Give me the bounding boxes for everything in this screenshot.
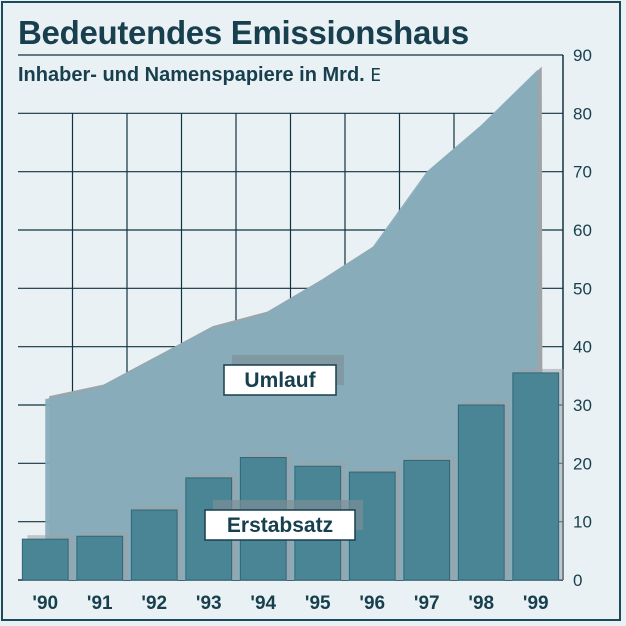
umlauf-label: Umlauf [244,369,316,392]
erstabsatz-bar-2 [130,509,178,581]
chart-title: Bedeutendes Emissionshaus [18,14,469,51]
x-tick-label: '92 [141,593,167,614]
chart-subtitle-text: Inhaber- und Namenspapiere in Mrd. [18,64,365,86]
erstabsatz-bar-8 [457,404,505,581]
x-tick-label: '98 [468,593,494,614]
y-tick-label: 40 [573,338,592,357]
y-tick-label: 80 [573,104,592,123]
chart-subtitle: Inhaber- und Namenspapiere in Mrd. E [18,64,381,87]
y-tick-label: 50 [573,279,592,298]
x-tick-label: '93 [196,593,222,614]
x-axis-ticks: '90 '91 '92 '93 '94 '95 '96 '97 '98 '99 [32,593,548,614]
unit-symbol: E [370,65,382,86]
y-tick-label: 60 [573,221,592,240]
x-tick-label: '95 [305,593,331,614]
series-labels: Umlauf Erstabsatz [204,355,363,541]
erstabsatz-bar-7 [403,459,451,581]
x-tick-label: '94 [250,593,276,614]
erstabsatz-bar-1 [76,535,124,581]
y-tick-label: 20 [573,454,592,473]
erstabsatz-bar-9 [512,372,560,581]
x-tick-label: '90 [32,593,58,614]
y-axis-ticks: 0 10 20 30 40 50 60 70 80 90 [573,46,592,590]
umlauf-box [223,364,337,396]
x-tick-label: '97 [414,593,440,614]
umlauf-area-layer [45,69,538,580]
x-tick-label: '96 [359,593,385,614]
y-tick-label: 90 [573,46,592,65]
umlauf-area [45,69,538,580]
erstabsatz-box [204,509,356,541]
erstabsatz-bar-0 [21,538,69,581]
erstabsatz-label: Erstabsatz [227,514,333,537]
y-tick-label: 0 [573,571,582,590]
x-tick-label: '99 [523,593,549,614]
y-tick-label: 30 [573,396,592,415]
y-tick-label: 70 [573,163,592,182]
x-tick-label: '91 [87,593,113,614]
y-tick-label: 10 [573,513,592,532]
